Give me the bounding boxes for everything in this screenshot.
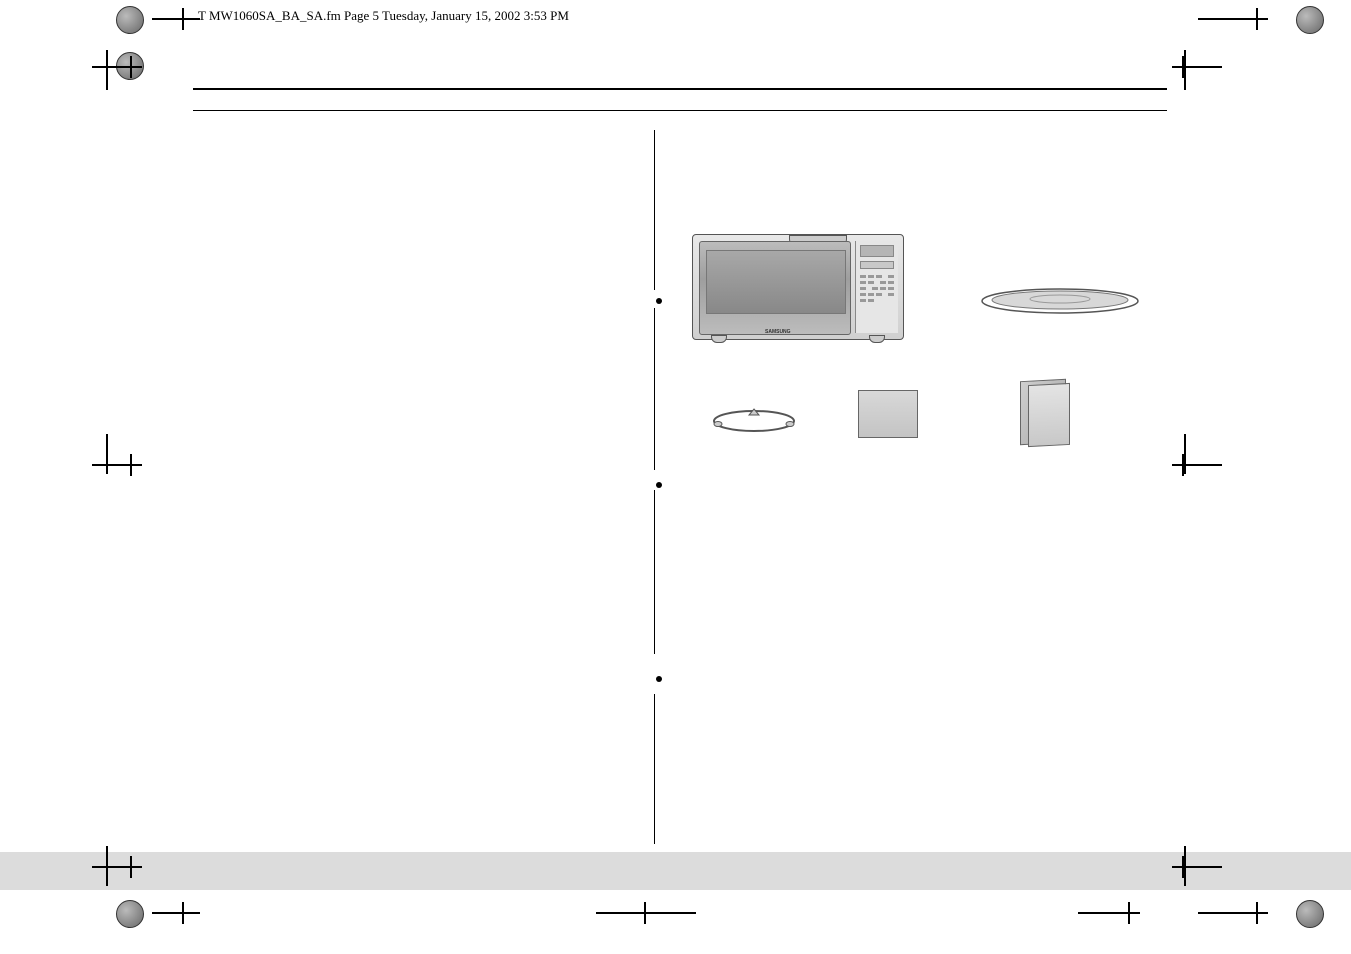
document-page: T MW1060SA_BA_SA.fm Page 5 Tuesday, Janu… <box>0 0 1351 954</box>
crosshair-icon <box>120 856 142 878</box>
crop-mark <box>1184 846 1186 886</box>
crop-mark <box>1198 18 1246 20</box>
column-divider-segment <box>654 490 655 654</box>
manual-book-illustration <box>1020 380 1070 446</box>
crop-mark <box>1184 434 1186 474</box>
column-divider-dot <box>656 482 662 488</box>
crop-mark <box>1192 66 1222 68</box>
crosshair-icon <box>1118 902 1140 924</box>
crosshair-icon <box>120 56 142 78</box>
crop-mark <box>152 18 200 20</box>
crop-mark <box>106 50 108 90</box>
column-divider-segment <box>654 130 655 290</box>
crosshair-icon <box>634 902 656 924</box>
reg-mark-icon <box>1296 6 1324 34</box>
page-rule-top-thin <box>193 110 1167 111</box>
crop-mark <box>1184 50 1186 90</box>
crosshair-icon <box>1246 8 1268 30</box>
footer-band <box>0 852 1351 890</box>
crop-mark <box>106 434 108 474</box>
reg-mark-icon <box>116 6 144 34</box>
crosshair-icon <box>1172 454 1194 476</box>
crosshair-icon <box>1172 56 1194 78</box>
crosshair-icon <box>120 454 142 476</box>
column-divider-dot <box>656 298 662 304</box>
page-rule-top <box>193 88 1167 90</box>
crop-mark <box>1198 912 1246 914</box>
crop-mark <box>1078 912 1118 914</box>
column-divider-dot <box>656 676 662 682</box>
reg-mark-icon <box>1296 900 1324 928</box>
microwave-illustration: SAMSUNG <box>692 234 902 344</box>
reg-mark-icon <box>116 900 144 928</box>
glass-tray-illustration <box>980 286 1140 321</box>
microwave-brand-label: SAMSUNG <box>765 329 791 335</box>
column-divider-segment <box>654 308 655 470</box>
crosshair-icon <box>1246 902 1268 924</box>
crop-mark <box>596 912 636 914</box>
crop-mark <box>656 912 696 914</box>
file-meta-label: T MW1060SA_BA_SA.fm Page 5 Tuesday, Janu… <box>198 8 569 24</box>
roller-ring-illustration <box>710 406 798 441</box>
crop-mark <box>106 846 108 886</box>
column-divider-segment <box>654 694 655 844</box>
crop-mark <box>1192 464 1222 466</box>
crop-mark <box>1192 866 1222 868</box>
warranty-card-illustration <box>858 390 918 438</box>
crosshair-icon <box>1172 856 1194 878</box>
crop-mark <box>152 912 200 914</box>
